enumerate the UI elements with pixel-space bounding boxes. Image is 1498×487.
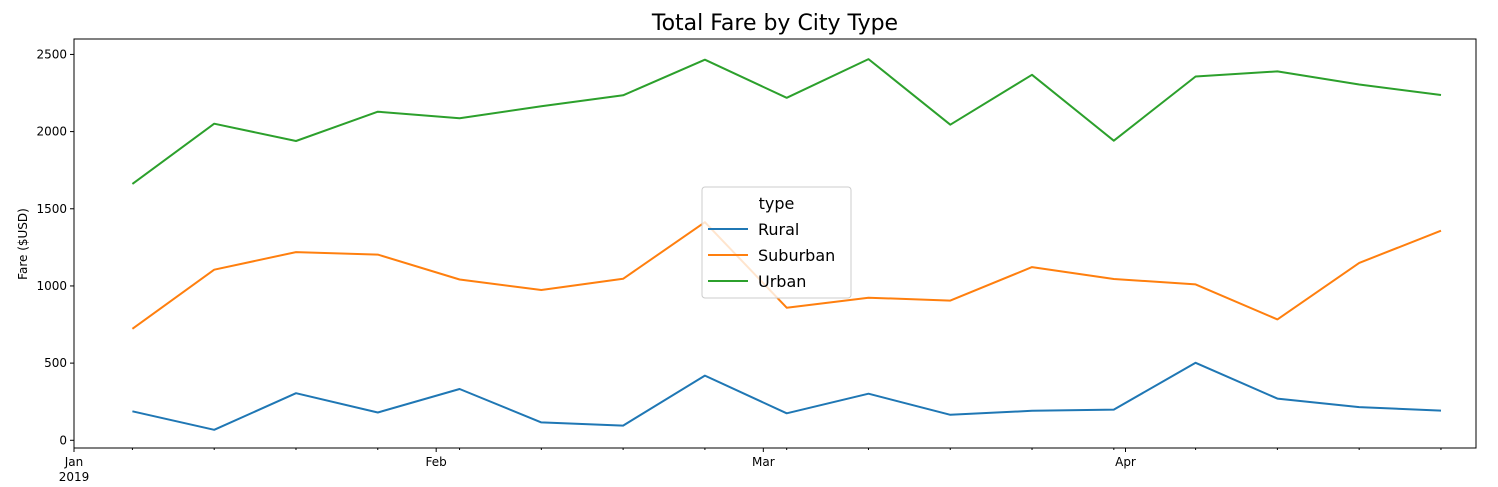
legend-box (701, 186, 852, 299)
y-tick-label: 2000 (36, 125, 67, 139)
plot-area (131, 58, 1442, 431)
y-tick-label: 2500 (36, 47, 67, 61)
legend: type Rural Suburban Urban (701, 186, 852, 299)
y-tick-label: 0 (59, 433, 67, 447)
y-tick-label: 500 (44, 356, 67, 370)
chart-title: Total Fare by City Type (651, 11, 898, 36)
legend-title: type (759, 194, 795, 213)
plot-frame (73, 38, 1477, 449)
y-axis-label: Fare ($USD) (16, 208, 30, 280)
legend-label-suburban: Suburban (758, 246, 835, 265)
y-tick-label: 1000 (36, 279, 67, 293)
series-line-rural (132, 361, 1442, 431)
legend-label-urban: Urban (758, 272, 806, 291)
y-tick-label: 1500 (36, 202, 67, 216)
series-line-urban (131, 58, 1442, 185)
x-tick-label: Apr (1115, 455, 1136, 469)
x-tick-sublabel: 2019 (59, 470, 90, 484)
x-tick-label: Mar (752, 455, 775, 469)
series-line-suburban (131, 221, 1442, 330)
x-tick-label: Feb (426, 455, 447, 469)
x-tick-label: Jan (64, 455, 84, 469)
legend-label-rural: Rural (758, 220, 799, 239)
